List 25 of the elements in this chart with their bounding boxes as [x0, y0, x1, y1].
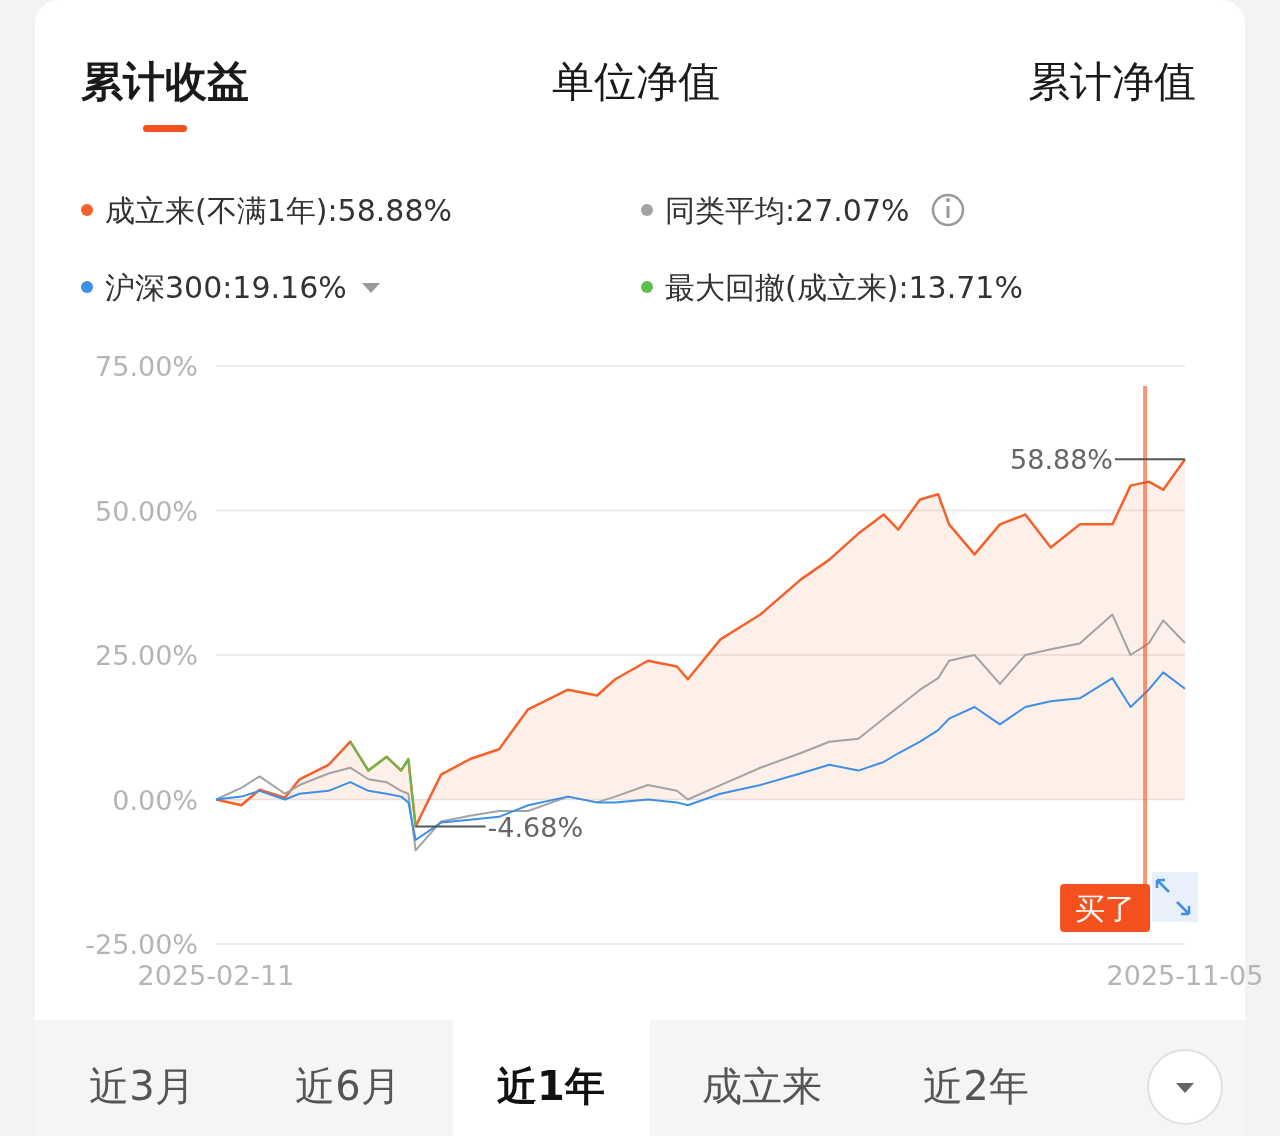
line-series [215, 613, 1186, 852]
text: 累计收益 [81, 57, 249, 106]
text: 近2年 [923, 1063, 1029, 1109]
annotation: 58.88% [1010, 444, 1113, 476]
text: 成立来 [702, 1063, 822, 1109]
text: 近6月 [295, 1063, 401, 1109]
x-tick-label: 2025-02-11 [137, 960, 295, 991]
y-tick-label: 50.00% [95, 495, 198, 527]
legend-label: 沪深300:19.16% [105, 270, 347, 305]
y-tick-label: 75.00% [95, 351, 198, 382]
y-tick-label: 0.00% [112, 784, 198, 816]
line-series [215, 671, 1186, 841]
annotation: -4.68% [487, 811, 584, 843]
text: 单位净值 [552, 57, 720, 106]
text: 累计净值 [1028, 57, 1196, 106]
text: 近3月 [89, 1063, 195, 1109]
y-tick-label: 25.00% [95, 640, 198, 671]
legend-label: 同类平均:27.07% [665, 193, 910, 228]
text: 近1年 [497, 1063, 605, 1109]
legend-label: 成立来(不满1年):58.88% [105, 193, 452, 228]
legend-label: 最大回撤(成立来):13.71% [665, 270, 1023, 305]
x-tick-label: 2025-11-05 [1106, 960, 1264, 991]
y-tick-label: -25.00% [85, 929, 198, 960]
line-series [349, 740, 417, 828]
ref-line-label: 买了 [1075, 891, 1136, 926]
